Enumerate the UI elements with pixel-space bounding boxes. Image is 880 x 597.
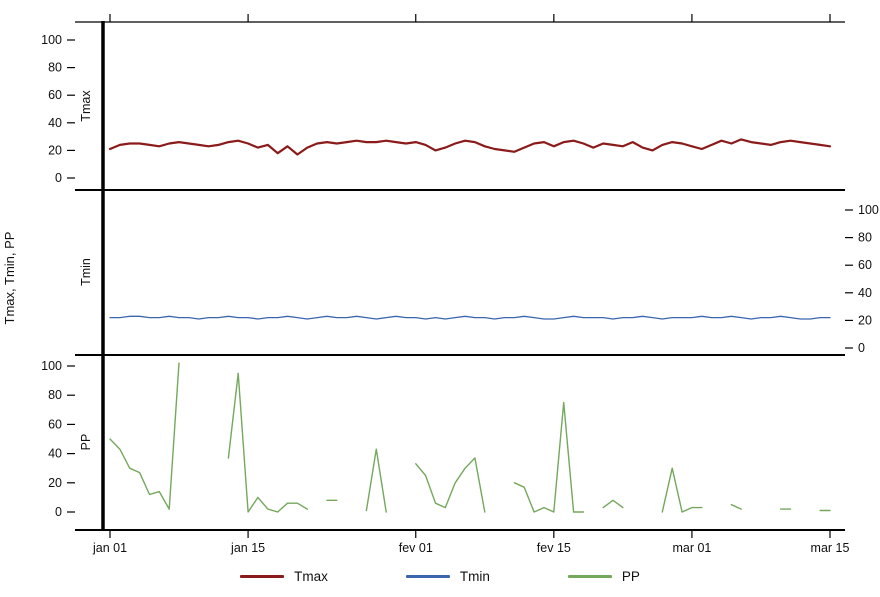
pp-series-line bbox=[415, 457, 486, 513]
y-tick-label: 100 bbox=[41, 33, 62, 47]
panel-label-pp: PP bbox=[79, 434, 93, 451]
tmax-series-line bbox=[108, 138, 832, 156]
x-tick-label: jan 15 bbox=[230, 541, 265, 555]
y-tick-label: 0 bbox=[858, 341, 865, 355]
panel-label-tmax: Tmax bbox=[79, 90, 93, 122]
legend-item-pp: PP bbox=[567, 569, 640, 584]
data-series bbox=[108, 138, 832, 513]
y-tick-label: 80 bbox=[858, 231, 872, 245]
x-tick-label: jan 01 bbox=[92, 541, 127, 555]
y-tick-label: 100 bbox=[41, 359, 62, 373]
y-tick-label: 20 bbox=[48, 143, 62, 157]
y-tick-label: 20 bbox=[858, 313, 872, 327]
pp-series-line bbox=[730, 504, 742, 510]
x-tick-label: fev 15 bbox=[537, 541, 571, 555]
pp-series-line bbox=[109, 362, 180, 510]
legend: Tmax Tmin PP bbox=[0, 556, 880, 597]
pp-series-line bbox=[602, 499, 624, 509]
pp-series-line bbox=[365, 448, 387, 513]
axis-tick-labels: 0 20 40 60 80 100 0 20 40 60 80 100 0 20 40 60 80 100 jan … bbox=[41, 33, 879, 555]
y-tick-label: 40 bbox=[48, 116, 62, 130]
x-tick-label: mar 01 bbox=[672, 541, 711, 555]
tmax-line-swatch bbox=[240, 575, 285, 578]
y-tick-label: 40 bbox=[858, 286, 872, 300]
pp-series-line bbox=[661, 467, 703, 513]
panel-label-tmin: Tmin bbox=[79, 258, 93, 286]
x-tick-label: mar 15 bbox=[811, 541, 850, 555]
axis-ticks bbox=[67, 14, 853, 538]
pp-series-line bbox=[227, 372, 308, 513]
x-tick-label: fev 01 bbox=[399, 541, 433, 555]
y-tick-label: 20 bbox=[48, 476, 62, 490]
y-tick-label: 80 bbox=[48, 61, 62, 75]
y-tick-label: 100 bbox=[858, 203, 879, 217]
y-tick-label: 0 bbox=[55, 171, 62, 185]
y-tick-label: 0 bbox=[55, 505, 62, 519]
legend-label-tmax: Tmax bbox=[294, 569, 328, 584]
tmin-series-line bbox=[109, 315, 831, 320]
y-tick-label: 40 bbox=[48, 447, 62, 461]
y-tick-label: 60 bbox=[48, 88, 62, 102]
pp-series-line bbox=[513, 401, 585, 513]
tmin-line-swatch bbox=[405, 575, 450, 578]
legend-label-pp: PP bbox=[621, 569, 640, 584]
y-axis-title: Tmax, Tmin, PP bbox=[2, 232, 17, 325]
legend-item-tmin: Tmin bbox=[405, 569, 490, 584]
legend-label-tmin: Tmin bbox=[459, 569, 490, 584]
y-tick-label: 60 bbox=[48, 417, 62, 431]
timeseries-chart: 0 20 40 60 80 100 0 20 40 60 80 100 0 20 40 60 80 100 jan … bbox=[2, 14, 879, 555]
y-tick-label: 60 bbox=[858, 258, 872, 272]
plot-frame bbox=[75, 21, 845, 531]
y-tick-label: 80 bbox=[48, 388, 62, 402]
legend-item-tmax: Tmax bbox=[240, 569, 328, 584]
pp-line-swatch bbox=[567, 575, 612, 578]
